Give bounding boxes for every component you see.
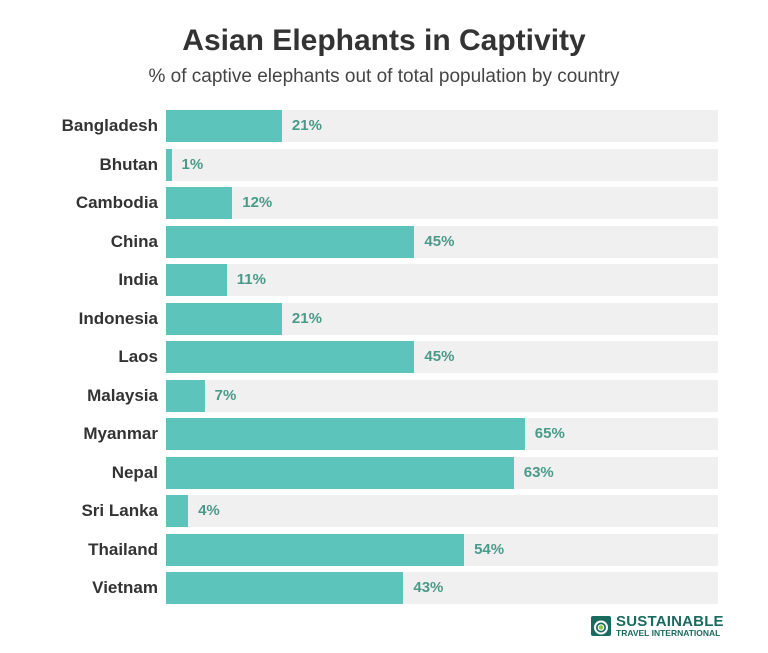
bar bbox=[166, 379, 205, 412]
category-label: Bhutan bbox=[99, 154, 158, 174]
bar bbox=[166, 418, 525, 450]
value-label: 1% bbox=[181, 155, 204, 173]
category-label: Laos bbox=[118, 347, 158, 366]
logo-line2: TRAVEL INTERNATIONAL bbox=[616, 628, 721, 639]
bar bbox=[166, 495, 189, 527]
value-label: 12% bbox=[242, 194, 273, 211]
bar-row: India 11% bbox=[0, 264, 768, 296]
bar bbox=[166, 341, 415, 373]
bar-row: Nepal 63% bbox=[0, 456, 768, 489]
bar-track: 1% bbox=[166, 148, 718, 181]
value-label: 63% bbox=[523, 463, 554, 481]
category-label: Nepal bbox=[111, 462, 158, 482]
bar bbox=[166, 148, 172, 181]
bar-row: Bhutan 1% bbox=[0, 148, 768, 181]
bar-row: Vietnam 43% bbox=[0, 572, 768, 604]
category-label: Vietnam bbox=[92, 578, 158, 597]
category-label: China bbox=[110, 231, 158, 251]
value-label: 11% bbox=[236, 271, 266, 288]
category-label: India bbox=[118, 270, 158, 289]
bar bbox=[166, 225, 415, 258]
sustainable-travel-logo: SUSTAINABLE TRAVEL INTERNATIONAL bbox=[590, 613, 724, 639]
bar-track: 11% bbox=[166, 264, 718, 296]
bar-track: 45% bbox=[166, 225, 718, 258]
category-label: Myanmar bbox=[83, 424, 158, 443]
bar-row: Cambodia 12% bbox=[0, 187, 768, 219]
bar-row: Malaysia 7% bbox=[0, 379, 768, 412]
logo-swirl-icon bbox=[591, 616, 611, 636]
bar-row: Thailand 54% bbox=[0, 533, 768, 566]
bar-track: 4% bbox=[166, 495, 718, 527]
bar bbox=[166, 456, 514, 489]
bar bbox=[166, 572, 404, 604]
value-label: 45% bbox=[424, 348, 455, 365]
value-label: 45% bbox=[424, 232, 455, 250]
value-label: 65% bbox=[534, 425, 565, 442]
bar-row: China 45% bbox=[0, 225, 768, 258]
category-label: Bangladesh bbox=[61, 116, 158, 135]
bar-track: 54% bbox=[166, 533, 718, 566]
bar-row: Bangladesh 21% bbox=[0, 110, 768, 142]
value-label: 7% bbox=[214, 386, 237, 404]
category-label: Indonesia bbox=[78, 308, 158, 328]
bar-track: 7% bbox=[166, 379, 718, 412]
category-label: Cambodia bbox=[75, 193, 158, 212]
value-label: 54% bbox=[474, 540, 505, 558]
bar-track: 12% bbox=[166, 187, 718, 219]
bar-track: 43% bbox=[166, 572, 718, 604]
bar-track: 63% bbox=[166, 456, 718, 489]
chart-subtitle: % of captive elephants out of total popu… bbox=[148, 66, 620, 87]
bar-track: 45% bbox=[166, 341, 718, 373]
bar-row: Sri Lanka 4% bbox=[0, 495, 768, 527]
logo-line1: SUSTAINABLE bbox=[616, 613, 724, 631]
bar bbox=[166, 264, 227, 296]
bar-row: Laos 45% bbox=[0, 341, 768, 373]
bar-track: 21% bbox=[166, 110, 718, 142]
value-label: 4% bbox=[198, 502, 220, 519]
value-label: 21% bbox=[291, 309, 322, 327]
bar-track: 65% bbox=[166, 418, 718, 450]
value-label: 21% bbox=[291, 117, 322, 134]
value-label: 43% bbox=[413, 579, 444, 596]
bar bbox=[166, 110, 282, 142]
bar-row: Myanmar 65% bbox=[0, 418, 768, 450]
category-label: Sri Lanka bbox=[81, 501, 158, 520]
chart-title: Asian Elephants in Captivity bbox=[182, 24, 586, 57]
bar bbox=[166, 302, 282, 335]
bar-track: 21% bbox=[166, 302, 718, 335]
bar bbox=[166, 533, 465, 566]
bar-row: Indonesia 21% bbox=[0, 302, 768, 335]
category-label: Malaysia bbox=[87, 385, 158, 405]
category-label: Thailand bbox=[88, 539, 158, 559]
bar bbox=[166, 187, 233, 219]
